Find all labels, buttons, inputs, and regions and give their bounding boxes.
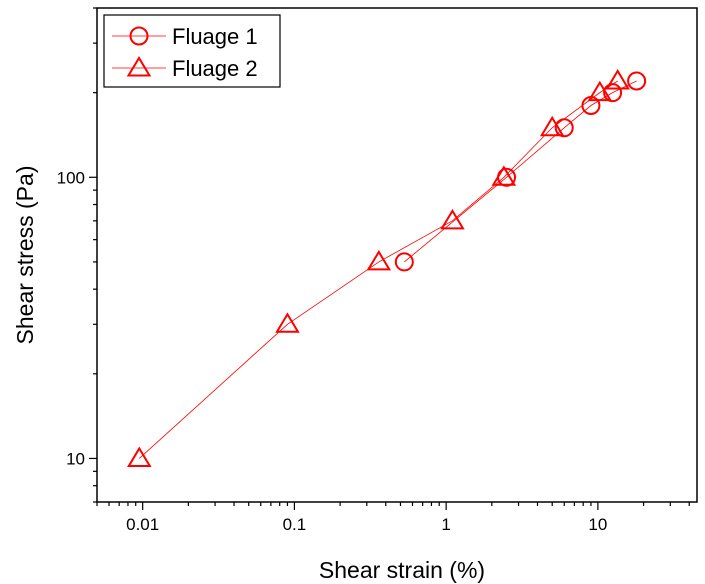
x-tick-label: 10 xyxy=(588,515,607,534)
data-point-triangle xyxy=(539,115,565,137)
data-point-circle xyxy=(394,252,414,272)
data-point-triangle xyxy=(275,312,300,333)
data-point-triangle xyxy=(366,249,392,271)
series-line-2 xyxy=(139,80,618,459)
plot-frame xyxy=(96,7,698,503)
series-2 xyxy=(127,69,630,467)
legend-circle-marker xyxy=(129,26,149,46)
y-tick-label: 10 xyxy=(66,449,85,468)
data-point-triangle xyxy=(587,80,613,102)
x-tick-label: 0.1 xyxy=(283,515,307,534)
x-axis-title: Shear strain (%) xyxy=(319,557,485,583)
y-axis-title: Shear stress (Pa) xyxy=(12,166,38,345)
x-tick-label: 1 xyxy=(441,515,450,534)
legend-entry-1: Fluage 1 xyxy=(112,24,258,49)
data-point-triangle xyxy=(127,446,152,467)
legend: Fluage 1 Fluage 2 xyxy=(103,14,281,88)
data-point-triangle xyxy=(491,165,517,186)
axes: 0.01 0.1 1 10 10 100 Shear strain (%) Shear str… xyxy=(12,7,698,583)
series-1 xyxy=(394,71,647,272)
y-tick-label: 100 xyxy=(57,168,85,187)
legend-label: Fluage 1 xyxy=(172,24,258,49)
series-line-1 xyxy=(404,80,637,263)
plot-area xyxy=(127,69,647,467)
legend-triangle-marker xyxy=(126,56,152,77)
data-point-triangle xyxy=(440,208,465,230)
data-point-circle xyxy=(627,71,647,91)
legend-entry-2: Fluage 2 xyxy=(112,56,258,81)
x-tick-label: 0.01 xyxy=(126,515,159,534)
legend-label: Fluage 2 xyxy=(172,56,258,81)
data-point-triangle xyxy=(605,69,630,90)
